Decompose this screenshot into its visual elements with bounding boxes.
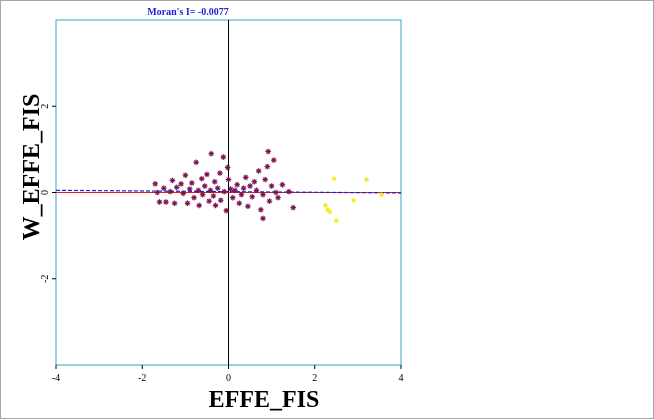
x-tick-label: 0 [226,373,231,384]
data-point [201,183,208,189]
data-point [268,183,275,189]
data-point [253,187,260,194]
data-point [245,203,251,210]
data-point [195,187,202,194]
data-point [208,150,215,157]
data-point [260,215,266,222]
data-point [152,181,158,187]
highlight-data-point [364,177,369,182]
highlight-data-point [323,203,328,208]
data-point [262,176,268,183]
data-point [212,202,219,209]
chart-title: Moran's I= -0.0077 [147,7,229,18]
x-axis-label: EFFE_FIS [209,387,320,413]
data-point [273,189,279,196]
data-point [196,202,202,209]
x-tick-label: -4 [52,373,60,384]
data-point [240,185,247,191]
data-point [214,185,221,191]
data-point [260,191,266,198]
data-point [234,181,240,188]
data-point [220,154,227,160]
data-point [227,186,234,192]
highlight-data-point [379,192,384,197]
highlight-data-point [327,209,333,215]
data-point [286,188,292,195]
data-point [163,199,169,205]
data-point [167,188,174,195]
data-point [238,191,245,198]
y-tick-label: 2 [40,104,51,109]
data-point [221,188,227,195]
highlight-data-point [334,218,339,223]
data-point [180,190,187,197]
data-point [224,164,231,171]
data-point [207,187,214,194]
data-point [204,171,210,178]
regression-lines [55,189,402,194]
data-point [199,191,206,198]
data-point [173,184,180,191]
data-point [182,172,189,179]
data-point [184,200,191,207]
data-point [279,181,286,188]
data-point [169,177,176,184]
data-point [258,206,264,213]
data-point [193,159,199,166]
x-tick-label: 4 [399,373,404,384]
data-point [230,194,236,201]
data-point [206,198,212,204]
data-point [191,194,197,201]
y-tick-label: -2 [40,275,51,283]
data-point [290,204,296,211]
data-point [236,200,243,207]
data-point [247,183,253,189]
data-point [266,198,273,204]
data-point [249,194,256,200]
data-point [223,207,230,214]
data-point [270,157,277,163]
data-point [210,193,217,199]
data-point [265,148,271,155]
data-point [198,175,205,182]
data-point [242,174,249,181]
data-point [156,199,163,205]
data-point [217,197,224,204]
data-point [251,178,258,185]
highlight-data-point [351,198,356,203]
data-point [275,194,281,201]
data-point [178,181,184,187]
tick-labels: -4 -2 0 2 4 -2 0 2 [40,104,404,384]
data-point [171,200,178,207]
data-point [186,186,193,192]
data-point [225,176,232,183]
data-point [154,189,161,196]
data-point [189,180,195,186]
data-point [161,185,167,191]
axes [56,20,401,365]
x-tick-label: -2 [138,373,146,384]
data-points [152,148,384,223]
highlight-data-point [331,176,337,181]
data-point [255,168,262,174]
data-point [264,163,271,170]
regression-line [55,189,402,194]
y-axis-label: W_EFFE_FIS [19,94,45,241]
data-point [211,178,218,185]
data-point [232,187,238,194]
x-tick-label: 2 [312,373,317,384]
y-tick-label: 0 [40,190,51,195]
data-point [217,170,223,176]
